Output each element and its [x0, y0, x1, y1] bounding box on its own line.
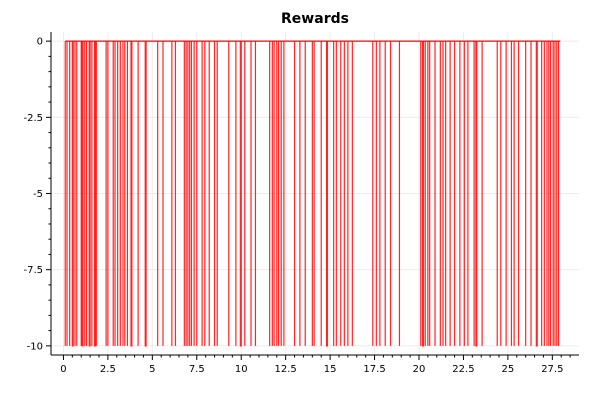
y-tick-label: -7.5	[23, 265, 43, 276]
x-tick-label: 12.5	[275, 364, 297, 375]
y-tick-label: -10	[27, 341, 43, 352]
reward-spike	[130, 41, 133, 347]
x-tick-label: 15	[324, 364, 337, 375]
y-tick-label: 0	[37, 37, 43, 48]
reward-spike	[475, 41, 478, 347]
chart-title: Rewards	[281, 11, 349, 27]
x-tick-label: 2.5	[100, 364, 116, 375]
reward-spike	[144, 41, 147, 347]
x-tick-label: 20	[413, 364, 426, 375]
reward-spike	[81, 41, 84, 347]
reward-spike	[535, 41, 538, 347]
reward-spike	[325, 41, 329, 347]
x-tick-label: 0	[60, 364, 66, 375]
x-tick-label: 7.5	[189, 364, 205, 375]
series-rewards	[64, 40, 561, 347]
series-layer	[64, 40, 561, 347]
axes-layer	[46, 32, 579, 360]
reward-spike	[93, 41, 97, 347]
x-tick-label: 27.5	[541, 364, 563, 375]
reward-spike	[88, 41, 91, 347]
x-tick-label: 17.5	[363, 364, 385, 375]
x-tick-label: 5	[149, 364, 155, 375]
labels-layer: 0 -2.5 -5 -7.5 -10 0 2.5 5 7.5 10 12.5 15 17.5 20 22.5…	[23, 37, 563, 375]
reward-spike	[421, 41, 425, 347]
grid-layer	[51, 32, 579, 355]
reward-spike	[71, 41, 74, 347]
reward-spike	[239, 41, 242, 347]
x-tick-label: 25	[502, 364, 515, 375]
x-tick-label: 22.5	[452, 364, 474, 375]
y-tick-label: -5	[33, 189, 43, 200]
y-tick-label: -2.5	[23, 113, 43, 124]
x-tick-label: 10	[235, 364, 248, 375]
